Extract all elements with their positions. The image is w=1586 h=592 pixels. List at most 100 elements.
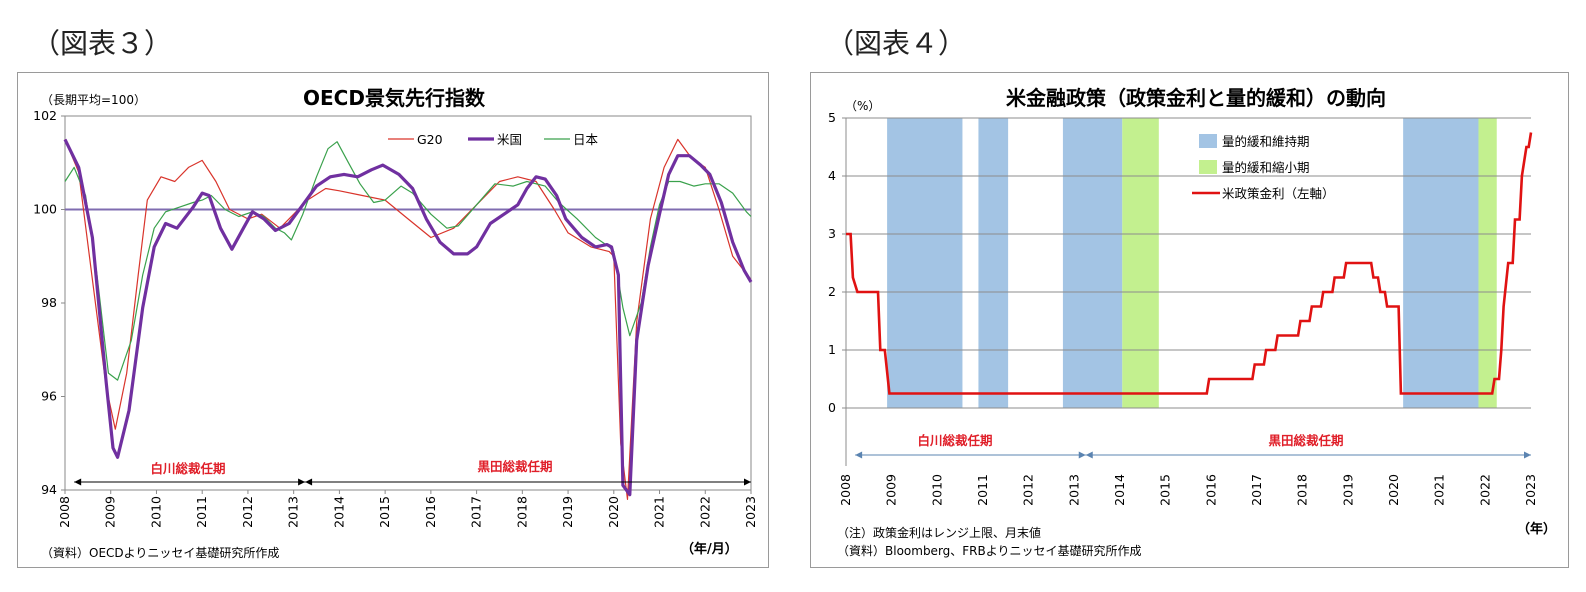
x-tick-label: 2015 [377, 496, 392, 528]
legend-label: 米国 [497, 132, 522, 147]
series-line-1 [63, 138, 753, 497]
governor-term-arrows [855, 451, 1531, 459]
y-tick-label: 2 [828, 284, 836, 299]
y-tick-label: 98 [41, 295, 57, 310]
y-tick-label: 4 [828, 168, 836, 183]
x-tick-label: 2015 [1158, 474, 1173, 506]
legend-label: 量的緩和縮小期 [1222, 160, 1310, 175]
arrow-head-right [744, 478, 751, 486]
x-tick-label: 2022 [1477, 474, 1492, 506]
x-tick-label: 2021 [652, 496, 667, 528]
source-note: （資料）Bloomberg、FRBよりニッセイ基礎研究所作成 [837, 543, 1142, 558]
y-unit-label: （%） [845, 99, 880, 113]
oecd-chart-panel: OECD景気先行指数 （長期平均=100） 94 96 98 100 102 2008 2… [17, 72, 769, 568]
x-tick-label: 2019 [1340, 474, 1355, 506]
x-unit-label: （年） [1517, 521, 1556, 537]
y-tick-label: 5 [828, 110, 836, 125]
legend-label: 米政策金利（左軸） [1222, 186, 1335, 201]
x-tick-label: 2018 [1295, 474, 1310, 506]
x-tick-label: 2012 [1021, 474, 1036, 506]
y-tick-label: 3 [828, 226, 836, 241]
shaded-period [1122, 118, 1159, 408]
x-tick-label: 2011 [194, 496, 209, 528]
x-tick-label: 2013 [1066, 474, 1081, 506]
x-tick-label: 2023 [743, 496, 758, 528]
x-tick-label: 2020 [606, 496, 621, 528]
x-tick-label: 2010 [929, 474, 944, 506]
shaded-period [1062, 118, 1123, 408]
y-axis: 0 1 2 3 4 5 [828, 110, 846, 415]
shaded-period [887, 118, 963, 408]
x-axis: 2008 2009 2010 2011 2012 2013 2014 2015 2016 2017… [838, 474, 1538, 506]
term2-label: 黒田総裁任期 [477, 459, 552, 474]
legend-label: G20 [417, 132, 443, 147]
y-axis: 94 96 98 100 102 [33, 108, 65, 497]
x-tick-label: 2017 [1249, 474, 1264, 506]
series-line-0 [64, 138, 752, 500]
y-tick-label: 0 [828, 400, 836, 415]
arrow-head-right [298, 478, 306, 486]
x-tick-label: 2011 [975, 474, 990, 506]
x-tick-label: 2012 [240, 496, 255, 528]
x-tick-label: 2008 [838, 474, 853, 506]
legend-swatch [1199, 160, 1217, 174]
y-tick-label: 100 [33, 202, 57, 217]
x-tick-label: 2009 [884, 474, 899, 506]
x-tick-label: 2021 [1432, 474, 1447, 506]
note-text: （注）政策金利はレンジ上限、月末値 [837, 525, 1041, 540]
arrow-head-left [1085, 451, 1093, 459]
chart-title: 米金融政策（政策金利と量的緩和）の動向 [1006, 86, 1386, 110]
arrow-head-left [855, 451, 863, 459]
legend: G20 米国 日本 [388, 132, 599, 147]
x-tick-label: 2013 [286, 496, 301, 528]
x-tick-label: 2019 [560, 496, 575, 528]
x-tick-label: 2010 [148, 496, 163, 528]
plot-area [64, 115, 752, 491]
arrow-head-right [1524, 451, 1531, 459]
shaded-period [1403, 118, 1479, 408]
x-tick-label: 2020 [1386, 474, 1401, 506]
series-line-0 [846, 132, 1533, 395]
figure-3-label: （図表３） [32, 27, 173, 60]
x-axis: 2008 2009 2010 2011 2012 2013 2014 2015 2016 2017… [57, 490, 758, 528]
chart-title: OECD景気先行指数 [303, 86, 486, 110]
arrow-head-left [74, 478, 82, 486]
term1-label: 白川総裁任期 [917, 433, 992, 448]
y-tick-label: 96 [41, 389, 57, 404]
x-tick-label: 2014 [1112, 474, 1127, 506]
source-note: （資料）OECDよりニッセイ基礎研究所作成 [41, 545, 279, 560]
y-tick-label: 94 [41, 482, 57, 497]
legend-swatch [1199, 134, 1217, 148]
legend-label: 日本 [573, 132, 599, 147]
x-tick-label: 2016 [1203, 474, 1218, 506]
x-tick-label: 2023 [1523, 474, 1538, 506]
arrow-head-left [305, 478, 313, 486]
x-tick-label: 2017 [469, 496, 484, 528]
series-lines [846, 132, 1533, 395]
y-tick-label: 1 [828, 342, 836, 357]
term2-label: 黒田総裁任期 [1268, 433, 1343, 448]
shaded-period [978, 118, 1009, 408]
governor-term-arrows [74, 478, 751, 486]
x-tick-label: 2016 [423, 496, 438, 528]
y-unit-label: （長期平均=100） [41, 93, 146, 107]
x-tick-label: 2008 [57, 496, 72, 528]
qe-shaded-periods [887, 118, 1497, 408]
legend-label: 量的緩和維持期 [1222, 134, 1310, 149]
term1-label: 白川総裁任期 [150, 461, 225, 476]
x-unit-label: （年/月） [681, 541, 738, 557]
x-tick-label: 2009 [103, 496, 118, 528]
figure-4-label: （図表４） [826, 27, 967, 60]
x-tick-label: 2014 [331, 496, 346, 528]
x-tick-label: 2018 [514, 496, 529, 528]
y-tick-label: 102 [33, 108, 57, 123]
series-lines [63, 138, 753, 500]
plot-area [845, 117, 1531, 466]
shaded-period [1478, 118, 1497, 408]
x-tick-label: 2022 [697, 496, 712, 528]
plot-border [64, 115, 752, 491]
